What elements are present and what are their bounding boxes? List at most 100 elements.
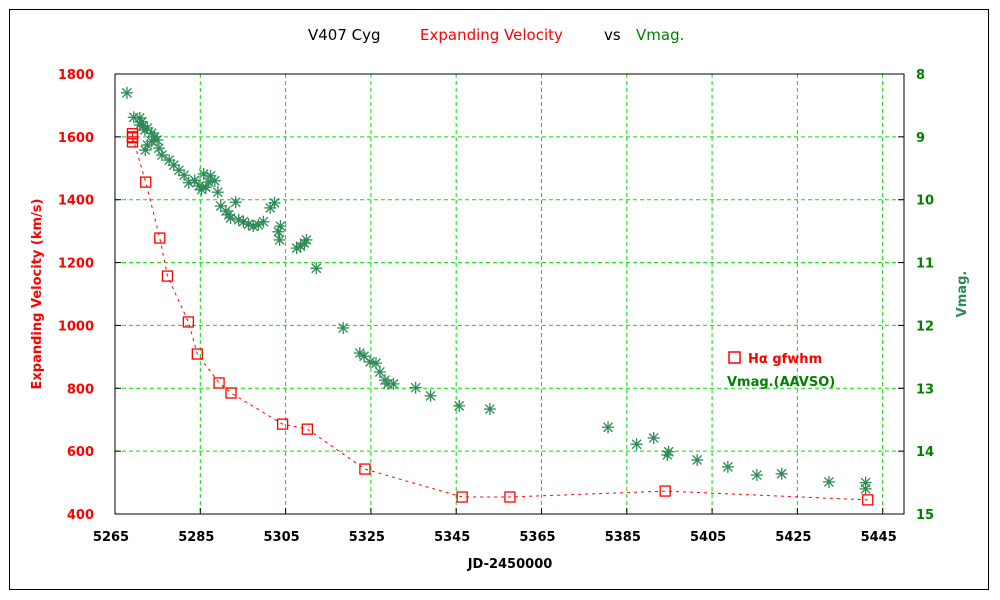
vmag-point	[387, 377, 400, 390]
vmag-point	[337, 321, 350, 334]
vmag-point	[822, 475, 835, 488]
vmag-point	[208, 174, 221, 187]
vmag-point	[268, 196, 281, 209]
halpha-point	[456, 491, 468, 503]
vmag-point	[424, 389, 437, 402]
y2-tick-label: 14	[916, 445, 934, 460]
y-tick-label: 800	[67, 382, 94, 397]
vmag-point	[232, 213, 245, 226]
vmag-point	[298, 237, 311, 250]
halpha-point	[862, 494, 874, 506]
vmag-point	[859, 476, 872, 489]
marks	[120, 86, 874, 506]
x-tick-label: 5365	[519, 530, 555, 545]
title-series2: Vmag.	[636, 26, 684, 44]
vmag-point	[691, 453, 704, 466]
halpha-point	[301, 423, 313, 435]
y2-tick-label: 12	[916, 319, 934, 334]
title-vs: vs	[604, 26, 621, 44]
vmag-point	[197, 167, 210, 180]
vmag-point	[229, 196, 242, 209]
vmag-point	[630, 438, 643, 451]
title-object: V407 Cyg	[308, 26, 381, 44]
grid	[115, 74, 904, 514]
x-tick-label: 5445	[861, 530, 897, 545]
x-tick-label: 5385	[605, 530, 641, 545]
legend-vmag-label: Vmag.(AAVSO)	[727, 375, 835, 390]
halpha-trend-line	[132, 133, 868, 501]
y-tick-label: 1200	[58, 257, 94, 272]
y-tick-label: 400	[67, 508, 94, 523]
plot-area	[114, 73, 905, 515]
x-tick-label: 5265	[93, 530, 129, 545]
y2-axis-label: Vmag.	[955, 271, 970, 318]
halpha-point	[161, 270, 174, 282]
x-axis-label: JD-2450000	[467, 557, 553, 572]
halpha-point	[225, 387, 237, 399]
halpha-point	[191, 348, 203, 360]
x-tick-label: 5305	[264, 530, 300, 545]
y-tick-label: 1600	[58, 131, 94, 146]
vmag-point	[139, 144, 152, 157]
halpha-point	[182, 316, 195, 328]
vmag-point	[214, 200, 227, 212]
vmag-point	[237, 215, 250, 228]
axes: 5265 5285 5305 5325 5345 5365 5385 5405 5425 5445…	[58, 68, 934, 545]
vmag-point	[272, 225, 285, 238]
y2-tick-label: 11	[916, 257, 934, 272]
vmag-point	[647, 431, 660, 444]
legend: Hα gfwhm Vmag.(AAVSO)	[727, 351, 835, 390]
y-tick-label: 600	[67, 445, 94, 460]
y-axis-label: Expanding Velocity (km/s)	[30, 199, 45, 390]
vmag-point	[364, 355, 377, 368]
vmag-point	[178, 169, 191, 182]
vmag-point	[300, 233, 313, 246]
vmag-point	[721, 460, 734, 473]
halpha-point	[359, 463, 371, 475]
legend-halpha-label: Hα gfwhm	[748, 352, 822, 367]
halpha-point	[154, 232, 166, 244]
vmag-point	[120, 86, 133, 99]
vmag-point	[310, 262, 323, 275]
y2-tick-label: 10	[916, 194, 934, 209]
y-tick-label: 1400	[58, 194, 94, 209]
title-series1: Expanding Velocity	[420, 26, 563, 44]
vmag-point	[195, 183, 208, 196]
vmag-point	[373, 365, 386, 378]
y-tick-label: 1000	[58, 319, 94, 334]
halpha-point	[126, 131, 139, 143]
chart-frame	[9, 9, 989, 590]
vmag-point	[409, 381, 422, 394]
vmag-point	[602, 421, 615, 434]
x-tick-label: 5425	[775, 530, 811, 545]
x-tick-label: 5405	[690, 530, 726, 545]
halpha-point	[140, 176, 152, 188]
vmag-point	[662, 445, 675, 458]
vmag-point	[274, 220, 287, 233]
vmag-point	[273, 233, 286, 246]
vmag-point	[483, 403, 496, 416]
x-tick-label: 5345	[434, 530, 470, 545]
vmag-point	[453, 399, 466, 412]
x-tick-label: 5325	[349, 530, 385, 545]
y2-tick-label: 8	[916, 68, 925, 83]
y2-tick-label: 13	[916, 382, 934, 397]
y2-tick-label: 9	[916, 131, 925, 146]
halpha-point	[659, 485, 671, 497]
y2-tick-label: 15	[916, 508, 934, 523]
chart-title: V407 Cyg Expanding Velocity vs Vmag.	[308, 26, 684, 44]
vmag-point	[163, 154, 176, 167]
halpha-point	[504, 491, 516, 503]
y-tick-label: 1800	[58, 68, 94, 83]
vmag-point	[257, 215, 270, 228]
vmag-point	[750, 469, 763, 482]
halpha-point	[276, 418, 289, 430]
vmag-point	[370, 357, 383, 370]
vmag-point	[211, 186, 224, 199]
vmag-point	[155, 149, 168, 162]
vmag-point	[224, 211, 237, 224]
vmag-point	[775, 467, 788, 480]
legend-square-icon	[728, 351, 741, 364]
x-tick-label: 5285	[178, 530, 214, 545]
